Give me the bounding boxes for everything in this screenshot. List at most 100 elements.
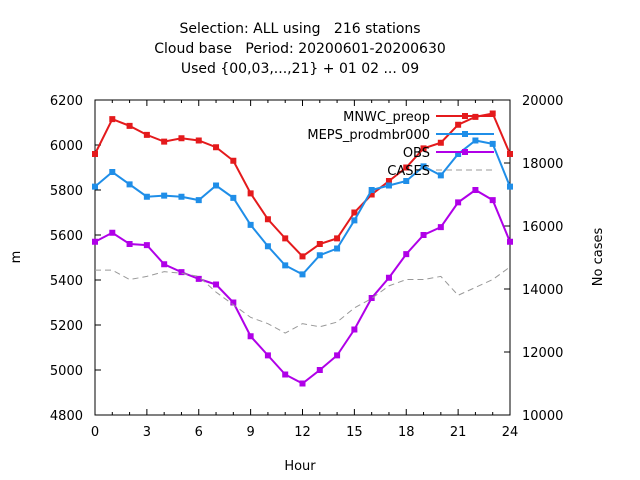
legend: MNWC_preop MEPS_prodmbr000 OBS CASES — [307, 110, 494, 179]
x-tick-label: 12 — [294, 425, 311, 440]
data-point-meps-prodmbr000 — [472, 137, 479, 144]
data-point-obs — [437, 224, 444, 231]
axis-ticks: 0 3 6 9 12 15 18 21 24 4800 5000 5200 5400 5600 5800 60… — [50, 94, 563, 440]
title-line-1: Selection: ALL using 216 stations — [179, 21, 421, 37]
legend-swatch-marker — [462, 131, 468, 137]
data-point-meps-prodmbr000 — [109, 169, 116, 175]
data-point-mnwc-preop — [316, 241, 323, 247]
data-point-obs — [247, 333, 254, 340]
data-point-mnwc-preop — [455, 121, 462, 128]
series-line-obs — [94, 188, 511, 385]
data-point-mnwc-preop — [230, 157, 237, 164]
data-point-meps-prodmbr000 — [161, 192, 168, 199]
data-point-mnwc-preop — [385, 178, 392, 184]
data-point-obs — [334, 352, 341, 359]
data-point-meps-prodmbr000 — [351, 217, 358, 224]
data-point-mnwc-preop — [178, 135, 185, 142]
data-point-mnwc-preop — [282, 235, 289, 242]
y-tick-label: 5600 — [50, 229, 83, 244]
x-tick-label: 3 — [143, 425, 151, 440]
title-line-3: Used {00,03,...,21} + 01 02 ... 09 — [180, 61, 420, 77]
legend-label: MNWC_preop — [343, 110, 430, 125]
data-point-meps-prodmbr000 — [264, 243, 271, 250]
y-tick-label: 4800 — [50, 409, 83, 424]
legend-swatch-marker — [462, 113, 468, 119]
data-point-meps-prodmbr000 — [230, 194, 237, 201]
data-point-meps-prodmbr000 — [178, 193, 185, 200]
data-point-obs — [230, 299, 237, 306]
y2-tick-label: 14000 — [522, 283, 563, 298]
y2-tick-label: 12000 — [522, 346, 563, 361]
data-point-meps-prodmbr000 — [247, 221, 254, 228]
y2-axis-label: No cases — [591, 228, 606, 287]
series-line-cases — [95, 266, 511, 334]
data-point-meps-prodmbr000 — [385, 182, 392, 189]
data-point-mnwc-preop — [420, 145, 427, 152]
data-point-meps-prodmbr000 — [282, 262, 289, 269]
data-point-mnwc-preop — [437, 139, 444, 146]
y-tick-label: 5400 — [50, 274, 83, 289]
data-point-obs — [195, 275, 202, 282]
y2-tick-label: 20000 — [522, 94, 563, 109]
data-point-obs — [213, 281, 220, 288]
x-tick-label: 24 — [502, 425, 519, 440]
data-point-mnwc-preop — [195, 137, 202, 144]
data-point-obs — [403, 251, 410, 258]
data-point-mnwc-preop — [247, 190, 254, 197]
data-point-obs — [316, 367, 323, 373]
data-point-mnwc-preop — [126, 122, 133, 129]
data-point-meps-prodmbr000 — [92, 183, 98, 190]
data-point-mnwc-preop — [213, 144, 220, 151]
data-point-meps-prodmbr000 — [195, 197, 202, 204]
title-line-2: Cloud base Period: 20200601-20200630 — [154, 41, 446, 57]
data-point-mnwc-preop — [403, 164, 410, 171]
x-tick-label: 21 — [450, 425, 467, 440]
data-point-meps-prodmbr000 — [437, 172, 444, 179]
data-point-meps-prodmbr000 — [489, 140, 496, 147]
x-tick-label: 9 — [246, 425, 254, 440]
legend-label: MEPS_prodmbr000 — [307, 128, 430, 143]
data-point-obs — [161, 261, 168, 268]
legend-label: OBS — [403, 146, 430, 161]
data-point-mnwc-preop — [109, 116, 116, 123]
y-axis-label: m — [9, 251, 24, 264]
data-point-obs — [368, 295, 375, 301]
data-point-obs — [507, 238, 513, 245]
x-axis-label: Hour — [284, 459, 316, 474]
x-tick-label: 15 — [346, 425, 363, 440]
data-point-obs — [299, 380, 306, 387]
data-point-mnwc-preop — [143, 131, 150, 138]
y2-tick-label: 10000 — [522, 409, 563, 424]
data-point-mnwc-preop — [161, 138, 168, 145]
legend-swatch-marker — [462, 149, 468, 155]
data-point-meps-prodmbr000 — [334, 245, 341, 252]
data-point-obs — [472, 187, 479, 193]
series-layer — [92, 110, 513, 387]
data-point-obs — [351, 326, 358, 333]
data-point-obs — [282, 371, 289, 378]
data-point-meps-prodmbr000 — [368, 187, 375, 193]
y-tick-label: 5800 — [50, 184, 83, 199]
data-point-mnwc-preop — [264, 216, 271, 223]
data-point-obs — [143, 242, 150, 249]
data-point-obs — [455, 199, 462, 206]
data-point-obs — [420, 232, 427, 238]
legend-label: CASES — [387, 164, 430, 179]
data-point-mnwc-preop — [92, 151, 98, 157]
data-point-mnwc-preop — [299, 253, 306, 260]
x-tick-label: 0 — [91, 425, 99, 440]
data-point-meps-prodmbr000 — [299, 271, 306, 278]
data-point-mnwc-preop — [368, 191, 375, 198]
data-point-mnwc-preop — [489, 110, 496, 117]
y-tick-label: 5200 — [50, 319, 83, 334]
y-tick-label: 6000 — [50, 139, 83, 154]
data-point-meps-prodmbr000 — [455, 151, 462, 157]
y2-tick-label: 18000 — [522, 157, 563, 172]
data-point-meps-prodmbr000 — [507, 183, 513, 190]
data-point-obs — [126, 241, 133, 247]
data-point-obs — [489, 197, 496, 204]
data-point-obs — [178, 269, 185, 276]
data-point-obs — [109, 229, 116, 236]
data-point-obs — [92, 238, 98, 245]
